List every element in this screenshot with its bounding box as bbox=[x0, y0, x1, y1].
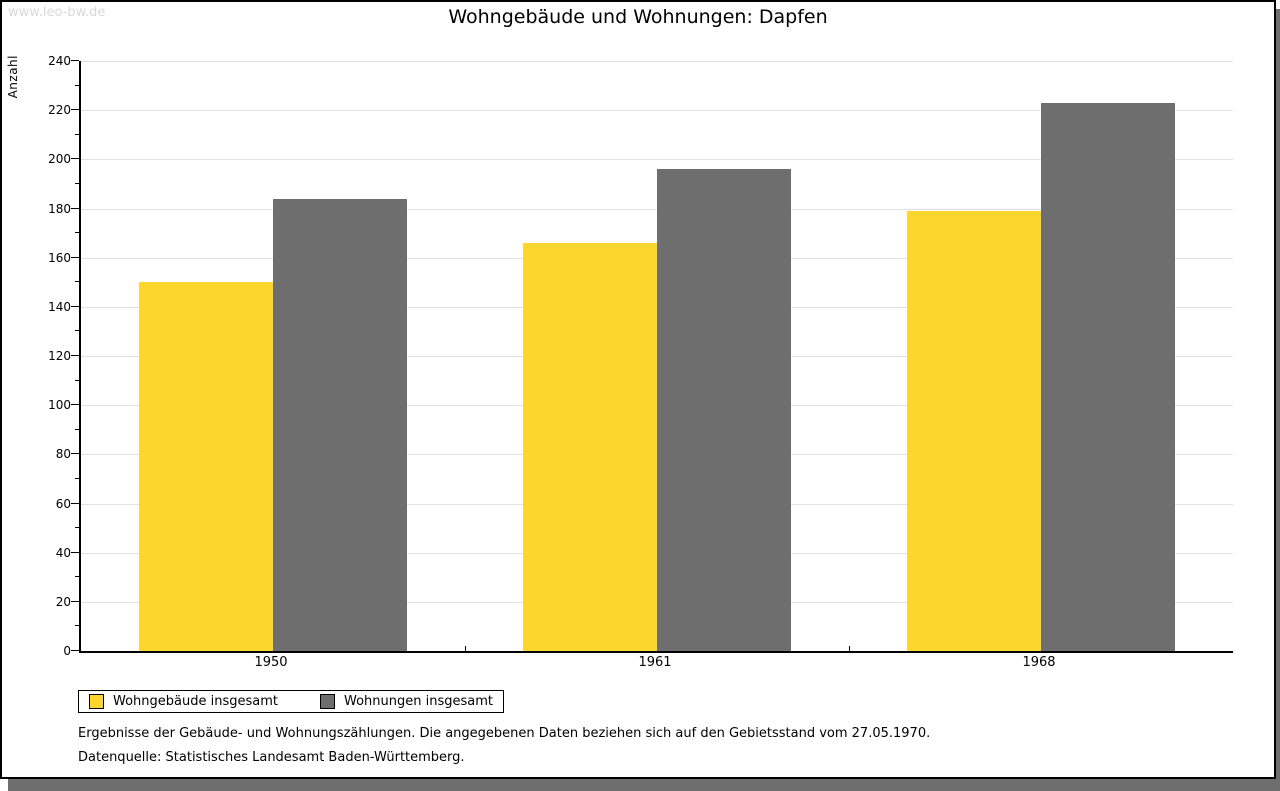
bar-1968-series0 bbox=[907, 210, 1041, 651]
y-axis-tick-label: 220 bbox=[48, 103, 71, 118]
y-minor-tick bbox=[75, 625, 79, 627]
y-axis-tick-label: 60 bbox=[55, 496, 71, 511]
plot-area bbox=[79, 61, 1233, 653]
y-axis-tick-label: 120 bbox=[48, 349, 71, 363]
bar-1961-series1 bbox=[657, 169, 791, 651]
bar-1950-series1 bbox=[273, 198, 407, 651]
bar-1968-series1 bbox=[1041, 102, 1175, 651]
y-major-tick bbox=[71, 305, 79, 307]
y-major-tick bbox=[71, 453, 79, 455]
y-axis-title: Anzahl bbox=[6, 55, 20, 99]
y-axis-tick-label: 20 bbox=[55, 594, 71, 609]
y-major-tick bbox=[71, 60, 79, 61]
y-minor-tick bbox=[75, 428, 79, 430]
x-axis-labels: 1950 1961 1968 bbox=[79, 655, 1231, 673]
y-major-tick bbox=[71, 109, 79, 111]
y-major-tick bbox=[71, 158, 79, 160]
x-axis-tick-label: 1968 bbox=[1022, 655, 1056, 670]
y-axis-tick-label: 40 bbox=[55, 545, 71, 560]
y-axis-labels: 0 20 40 60 80 100 120 140 160 180 200 220 240 bbox=[30, 54, 71, 658]
legend-label: Wohngebäude insgesamt bbox=[113, 694, 278, 709]
bar-1950-series0 bbox=[139, 282, 273, 651]
y-minor-tick bbox=[75, 527, 79, 529]
y-major-tick bbox=[71, 502, 79, 504]
legend-swatch bbox=[89, 694, 104, 709]
legend-item-wohngebaeude: Wohngebäude insgesamt bbox=[89, 694, 278, 709]
y-major-tick bbox=[71, 650, 79, 651]
y-major-tick bbox=[71, 207, 79, 209]
legend-swatch bbox=[320, 694, 335, 709]
legend-item-wohnungen: Wohnungen insgesamt bbox=[320, 694, 493, 709]
y-minor-tick bbox=[75, 379, 79, 381]
y-minor-tick bbox=[75, 281, 79, 283]
legend-label: Wohnungen insgesamt bbox=[344, 694, 493, 709]
bar-1961-series0 bbox=[523, 242, 657, 651]
y-axis-tick-label: 140 bbox=[48, 299, 71, 314]
y-axis-ticks bbox=[71, 60, 79, 651]
y-axis-tick-label: 200 bbox=[48, 152, 71, 167]
y-minor-tick bbox=[75, 84, 79, 86]
footnote-datenquelle: Datenquelle: Statistisches Landesamt Bad… bbox=[78, 750, 465, 765]
y-minor-tick bbox=[75, 133, 79, 135]
page-shadow-bottom bbox=[8, 779, 1276, 791]
x-boundary-tick bbox=[465, 646, 466, 651]
y-major-tick bbox=[71, 355, 79, 356]
y-axis-tick-label: 180 bbox=[48, 201, 71, 216]
page-shadow-right bbox=[1276, 9, 1280, 791]
gridline bbox=[81, 61, 1233, 62]
y-major-tick bbox=[71, 600, 79, 602]
gridline bbox=[81, 110, 1233, 112]
chart-title: Wohngebäude und Wohnungen: Dapfen bbox=[448, 6, 828, 28]
y-major-tick bbox=[71, 404, 79, 406]
y-minor-tick bbox=[75, 182, 79, 184]
y-minor-tick bbox=[75, 576, 79, 578]
watermark: www.leo-bw.de bbox=[8, 5, 106, 20]
y-minor-tick bbox=[75, 330, 79, 332]
y-minor-tick bbox=[75, 477, 79, 479]
gridline bbox=[81, 159, 1233, 161]
x-axis-tick-label: 1950 bbox=[254, 655, 288, 670]
y-axis-tick-label: 240 bbox=[48, 54, 71, 68]
y-axis-tick-label: 0 bbox=[63, 644, 71, 658]
legend: Wohngebäude insgesamt Wohnungen insgesam… bbox=[78, 690, 504, 713]
y-axis-tick-label: 80 bbox=[55, 447, 71, 462]
footnote-gebietsstand: Ergebnisse der Gebäude- und Wohnungszähl… bbox=[78, 726, 931, 741]
y-axis-tick-label: 160 bbox=[48, 250, 71, 265]
x-boundary-tick bbox=[849, 646, 850, 651]
y-axis-tick-label: 100 bbox=[48, 398, 71, 413]
y-major-tick bbox=[71, 256, 79, 258]
x-axis-tick-label: 1961 bbox=[638, 655, 672, 670]
y-major-tick bbox=[71, 551, 79, 553]
y-minor-tick bbox=[75, 232, 79, 234]
